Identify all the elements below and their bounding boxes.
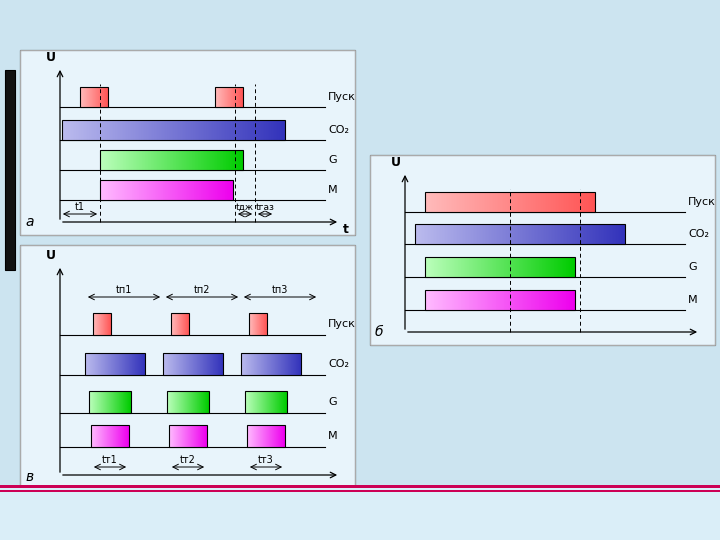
Bar xyxy=(169,425,207,447)
Bar xyxy=(425,290,575,310)
Text: G: G xyxy=(688,262,697,272)
Text: M: M xyxy=(328,431,338,441)
Text: tдж: tдж xyxy=(236,203,254,212)
Bar xyxy=(241,353,301,375)
Text: CO₂: CO₂ xyxy=(328,359,349,369)
Text: G: G xyxy=(328,155,337,165)
Text: tт2: tт2 xyxy=(180,455,196,465)
Bar xyxy=(249,313,267,335)
Text: CO₂: CO₂ xyxy=(688,229,709,239)
Text: tгаз: tгаз xyxy=(256,203,274,212)
Bar xyxy=(215,87,243,107)
Bar xyxy=(0,490,720,492)
Text: при зварюванні довгими (а), короткими (б) швами і точками (в).: при зварюванні довгими (а), короткими (б… xyxy=(160,516,560,530)
Bar xyxy=(5,70,15,270)
Bar xyxy=(100,150,243,170)
Bar xyxy=(167,391,209,413)
Bar xyxy=(20,245,355,490)
Bar xyxy=(0,485,720,540)
Bar xyxy=(85,353,145,375)
Text: M: M xyxy=(328,185,338,195)
Bar xyxy=(247,425,285,447)
Bar xyxy=(415,224,625,244)
Text: б: б xyxy=(375,325,384,339)
Bar xyxy=(245,391,287,413)
Text: U: U xyxy=(46,249,56,262)
Bar xyxy=(93,313,111,335)
Text: t: t xyxy=(343,223,349,236)
Bar xyxy=(89,391,131,413)
Bar xyxy=(20,245,355,490)
Bar xyxy=(425,257,575,277)
Bar xyxy=(370,155,715,345)
Text: в: в xyxy=(25,470,33,484)
Text: tп1: tп1 xyxy=(116,285,132,295)
Text: Пуск: Пуск xyxy=(328,92,356,102)
Text: M: M xyxy=(688,295,698,305)
Text: Пуск: Пуск xyxy=(688,197,716,207)
Bar xyxy=(370,155,715,345)
Bar xyxy=(20,50,355,235)
Text: tт1: tт1 xyxy=(102,455,118,465)
Bar xyxy=(20,50,355,235)
Bar xyxy=(80,87,108,107)
Text: CO₂: CO₂ xyxy=(328,125,349,135)
Text: tп3: tп3 xyxy=(272,285,288,295)
Text: t1: t1 xyxy=(75,202,85,212)
Bar xyxy=(91,425,129,447)
Text: tт3: tт3 xyxy=(258,455,274,465)
Text: G: G xyxy=(328,397,337,407)
Text: U: U xyxy=(391,156,401,169)
Bar xyxy=(171,313,189,335)
Bar xyxy=(425,192,595,212)
Text: tп2: tп2 xyxy=(194,285,210,295)
Bar xyxy=(100,180,233,200)
Bar xyxy=(163,353,223,375)
Bar xyxy=(62,120,285,140)
Text: а: а xyxy=(25,215,34,229)
Text: U: U xyxy=(46,51,56,64)
Text: Рис. 1.32 Циклограма роботи блока БУСП-2: Рис. 1.32 Циклограма роботи блока БУСП-2 xyxy=(200,498,520,511)
Text: Пуск: Пуск xyxy=(328,319,356,329)
Bar xyxy=(0,485,720,488)
